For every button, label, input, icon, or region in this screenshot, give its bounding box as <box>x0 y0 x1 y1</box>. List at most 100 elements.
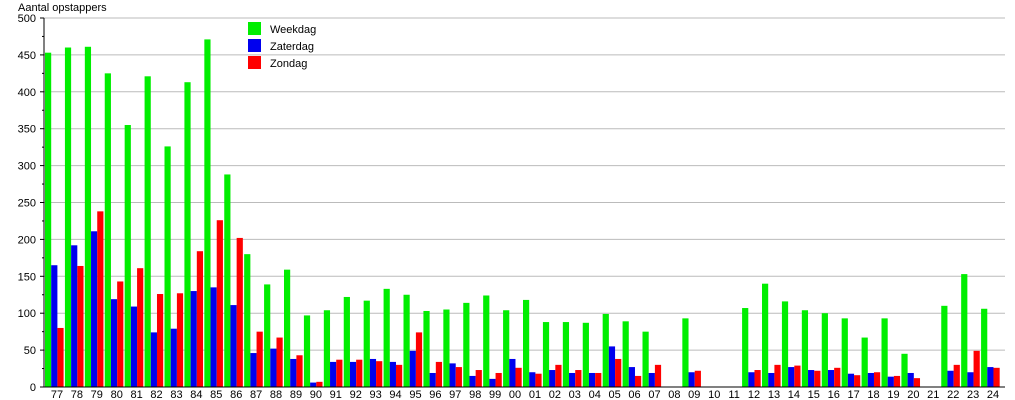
x-tick-label: 12 <box>748 389 760 400</box>
y-tick-label: 450 <box>18 50 36 62</box>
bar-zaterdag-77 <box>51 265 58 387</box>
legend: Weekdag Zaterdag Zondag <box>248 22 316 70</box>
bar-zaterdag-24 <box>987 367 994 387</box>
bar-zaterdag-96 <box>429 372 436 387</box>
x-tick-label: 00 <box>509 389 521 400</box>
bar-zondag-18 <box>873 372 881 387</box>
bar-zondag-88 <box>276 337 283 387</box>
bar-zondag-96 <box>435 361 443 387</box>
bar-zondag-23 <box>973 350 980 387</box>
x-tick-label: 13 <box>768 389 780 400</box>
x-tick-label: 17 <box>848 389 860 400</box>
bar-weekdag-88 <box>264 284 271 387</box>
bar-weekdag-12 <box>742 308 749 387</box>
bar-weekdag-84 <box>184 82 191 388</box>
bar-zaterdag-14 <box>788 367 795 387</box>
bar-weekdag-14 <box>781 301 789 387</box>
bar-zondag-06 <box>634 375 642 387</box>
bar-weekdag-87 <box>244 254 251 387</box>
x-tick-label: 15 <box>808 389 820 400</box>
bar-weekdag-78 <box>64 47 72 388</box>
x-tick-label: 90 <box>310 389 322 400</box>
x-tick-label: 02 <box>549 389 561 400</box>
x-tick-label: 05 <box>609 389 621 400</box>
x-tick-label: 03 <box>569 389 581 400</box>
x-tick-label: 04 <box>589 389 601 400</box>
bar-zondag-83 <box>176 293 184 387</box>
bar-weekdag-05 <box>602 313 609 387</box>
bar-weekdag-09 <box>682 318 689 387</box>
bar-zondag-91 <box>336 359 343 387</box>
x-tick-label: 88 <box>270 389 282 400</box>
x-tick-label: 96 <box>429 389 441 400</box>
x-tick-label: 08 <box>668 389 680 400</box>
x-tick-label: 91 <box>330 389 342 400</box>
bar-zondag-19 <box>893 375 901 387</box>
x-tick-label: 79 <box>91 389 103 400</box>
y-axis-label: Aantal opstappers <box>18 2 107 14</box>
bar-zaterdag-20 <box>907 372 914 387</box>
bar-weekdag-13 <box>762 283 769 387</box>
bar-zaterdag-03 <box>569 372 576 387</box>
bar-zaterdag-23 <box>967 372 974 387</box>
legend-swatch-zondag <box>248 56 261 69</box>
bar-zondag-17 <box>854 375 861 387</box>
bar-zondag-15 <box>814 370 821 387</box>
y-tick-label: 200 <box>18 234 36 246</box>
bar-weekdag-23 <box>961 274 968 387</box>
x-tick-label: 78 <box>71 389 83 400</box>
bar-zondag-80 <box>117 281 124 387</box>
legend-swatch-zaterdag <box>248 39 261 52</box>
bar-weekdag-04 <box>582 322 589 387</box>
y-tick-label: 0 <box>30 382 36 394</box>
bar-weekdag-92 <box>343 296 350 387</box>
legend-label-weekdag: Weekdag <box>270 24 316 36</box>
bar-weekdag-94 <box>383 288 390 387</box>
bar-zondag-79 <box>97 211 104 387</box>
x-tick-label: 86 <box>230 389 242 400</box>
y-tick-label: 250 <box>18 198 36 210</box>
x-tick-label: 19 <box>887 389 899 400</box>
bar-zaterdag-18 <box>867 372 874 387</box>
bar-zaterdag-01 <box>529 372 536 387</box>
bar-zondag-77 <box>57 327 64 387</box>
bar-zondag-07 <box>654 364 662 387</box>
bar-weekdag-06 <box>622 321 629 387</box>
x-tick-label: 83 <box>170 389 182 400</box>
bar-zaterdag-91 <box>330 361 337 387</box>
bar-zondag-85 <box>216 220 223 387</box>
bar-weekdag-07 <box>642 331 649 387</box>
y-tick-label: 350 <box>18 124 36 136</box>
x-tick-label: 95 <box>409 389 421 400</box>
bar-zaterdag-00 <box>509 358 516 387</box>
bar-zaterdag-89 <box>290 358 297 387</box>
bar-zondag-93 <box>376 361 383 387</box>
bar-weekdag-93 <box>363 300 370 387</box>
bar-zaterdag-12 <box>748 372 755 387</box>
bar-weekdag-85 <box>204 39 211 387</box>
x-tick-label: 89 <box>290 389 302 400</box>
bar-weekdag-91 <box>323 310 331 387</box>
x-tick-label: 14 <box>788 389 800 400</box>
bar-weekdag-83 <box>164 146 171 387</box>
x-tick-label: 77 <box>51 389 63 400</box>
bar-zondag-82 <box>156 294 164 387</box>
x-tick-label: 11 <box>728 389 739 400</box>
bar-weekdag-01 <box>523 299 530 387</box>
bar-weekdag-02 <box>542 322 550 387</box>
legend-swatch-weekdag <box>248 22 261 35</box>
bar-zaterdag-87 <box>250 353 257 387</box>
bar-weekdag-80 <box>104 73 111 387</box>
bar-zondag-84 <box>196 251 204 387</box>
x-tick-label: 22 <box>947 389 959 400</box>
bar-zondag-13 <box>774 364 781 387</box>
bar-zaterdag-04 <box>588 372 596 387</box>
x-tick-label: 82 <box>150 389 162 400</box>
y-tick-label: 150 <box>18 271 36 283</box>
bar-zaterdag-13 <box>768 372 775 387</box>
bar-weekdag-22 <box>941 305 948 387</box>
bar-zaterdag-05 <box>608 346 616 387</box>
bar-weekdag-03 <box>562 322 570 387</box>
x-tick-label: 97 <box>449 389 461 400</box>
